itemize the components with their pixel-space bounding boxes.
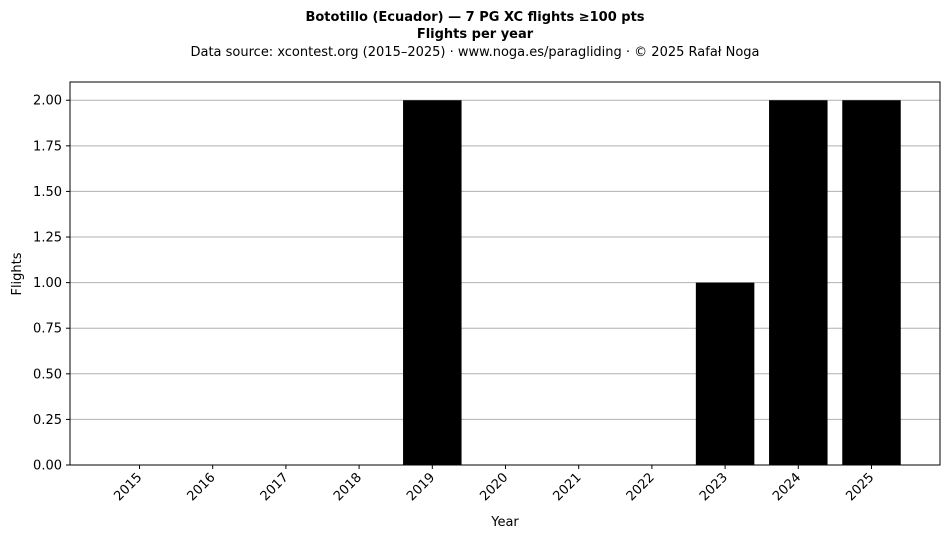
bar-2023	[695, 282, 755, 465]
y-tick-label: 0.75	[33, 322, 62, 337]
chart-subtitle: Flights per year	[417, 27, 534, 42]
x-axis-label: Year	[490, 515, 519, 530]
y-tick-label: 1.75	[33, 139, 62, 154]
y-tick-label: 0.25	[33, 413, 62, 428]
y-tick-label: 0.50	[33, 367, 62, 382]
x-tick-label: 2015	[111, 470, 145, 504]
x-tick-label: 2024	[770, 470, 804, 504]
y-axis-ticks: 0.00 0.25 0.50 0.75 1.00 1.25 1.50 1.75 2.00	[33, 94, 70, 474]
y-tick-label: 1.00	[33, 276, 62, 291]
bar-2019	[403, 100, 462, 465]
x-tick-label: 2025	[843, 470, 877, 504]
x-tick-label: 2019	[404, 470, 438, 504]
data-source-note: Data source: xcontest.org (2015–2025) · …	[190, 45, 759, 60]
bar-2024	[769, 100, 828, 465]
x-tick-label: 2022	[624, 470, 658, 504]
x-tick-label: 2020	[477, 470, 511, 504]
x-tick-label: 2021	[551, 470, 585, 504]
chart-title: Bototillo (Ecuador) — 7 PG XC flights ≥1…	[305, 10, 644, 25]
grid-lines	[70, 99, 940, 466]
x-tick-label: 2023	[697, 470, 731, 504]
y-axis-label: Flights	[10, 252, 25, 295]
y-tick-label: 0.00	[33, 459, 62, 474]
y-tick-label: 1.50	[33, 185, 62, 200]
x-tick-label: 2017	[258, 470, 292, 504]
x-tick-label: 2016	[185, 470, 219, 504]
x-tick-label: 2018	[331, 470, 365, 504]
y-tick-label: 1.25	[33, 231, 62, 246]
x-axis-ticks: 2015 2016 2017 2018 2019 2020 2021 2022 2023 2024…	[111, 465, 877, 504]
y-tick-label: 2.00	[33, 94, 62, 109]
bar-2025	[842, 100, 901, 465]
bars	[403, 100, 901, 465]
